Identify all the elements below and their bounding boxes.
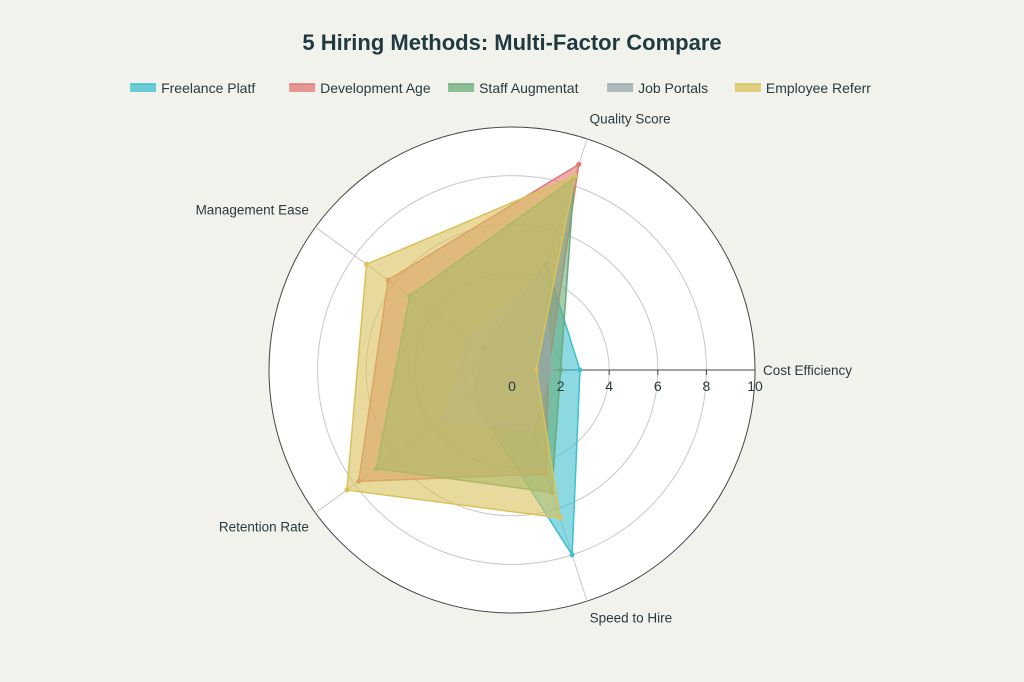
- legend: Freelance Platf Development Age Staff Augm…: [130, 80, 871, 96]
- axis-label-retention-rate: Retention Rate: [219, 520, 309, 535]
- legend-swatch: [130, 84, 157, 92]
- legend-item-job-portals[interactable]: Job Portals: [607, 80, 708, 96]
- legend-label: Employee Referr: [766, 80, 871, 96]
- legend-swatch: [289, 84, 316, 92]
- legend-item-development-age[interactable]: Development Age: [289, 80, 431, 96]
- data-point: [572, 173, 578, 179]
- tick-label-4: 4: [605, 378, 613, 394]
- axis-label-speed-to-hire: Speed to Hire: [590, 611, 673, 626]
- tick-label-0: 0: [508, 378, 516, 394]
- tick-label-6: 6: [654, 378, 662, 394]
- legend-label: Job Portals: [638, 80, 708, 96]
- axis-label-cost-efficiency: Cost Efficiency: [763, 363, 852, 378]
- legend-swatch: [448, 84, 475, 92]
- axis-labels: Cost Efficiency Quality Score Management E…: [196, 111, 853, 625]
- data-point: [364, 261, 369, 267]
- legend-item-staff-augmentat[interactable]: Staff Augmentat: [448, 80, 579, 96]
- series-areas: [344, 161, 583, 558]
- data-point: [577, 367, 583, 373]
- tick-label-8: 8: [703, 378, 711, 394]
- legend-label: Freelance Platf: [161, 80, 255, 96]
- legend-label: Staff Augmentat: [479, 80, 578, 96]
- series-area-employee-referr: [346, 174, 577, 519]
- legend-item-freelance-platf[interactable]: Freelance Platf: [130, 80, 255, 96]
- tick-label-10: 10: [747, 378, 763, 394]
- legend-item-employee-referr[interactable]: Employee Referr: [734, 80, 871, 96]
- data-point: [558, 367, 564, 373]
- tick-label-2: 2: [557, 378, 565, 394]
- legend-swatch: [607, 84, 634, 92]
- chart-title: 5 Hiring Methods: Multi-Factor Compare: [302, 30, 721, 55]
- legend-swatch: [734, 84, 761, 92]
- legend-label: Development Age: [320, 80, 431, 96]
- data-point: [344, 487, 350, 493]
- data-point: [548, 367, 554, 373]
- radial-tick-labels: 0 2 4 6 8 10: [508, 378, 763, 394]
- data-point: [569, 552, 575, 558]
- data-point: [533, 367, 539, 373]
- data-point: [576, 161, 582, 167]
- axis-label-quality-score: Quality Score: [590, 111, 671, 126]
- axis-label-management-ease: Management Ease: [196, 203, 309, 218]
- data-point: [557, 515, 563, 521]
